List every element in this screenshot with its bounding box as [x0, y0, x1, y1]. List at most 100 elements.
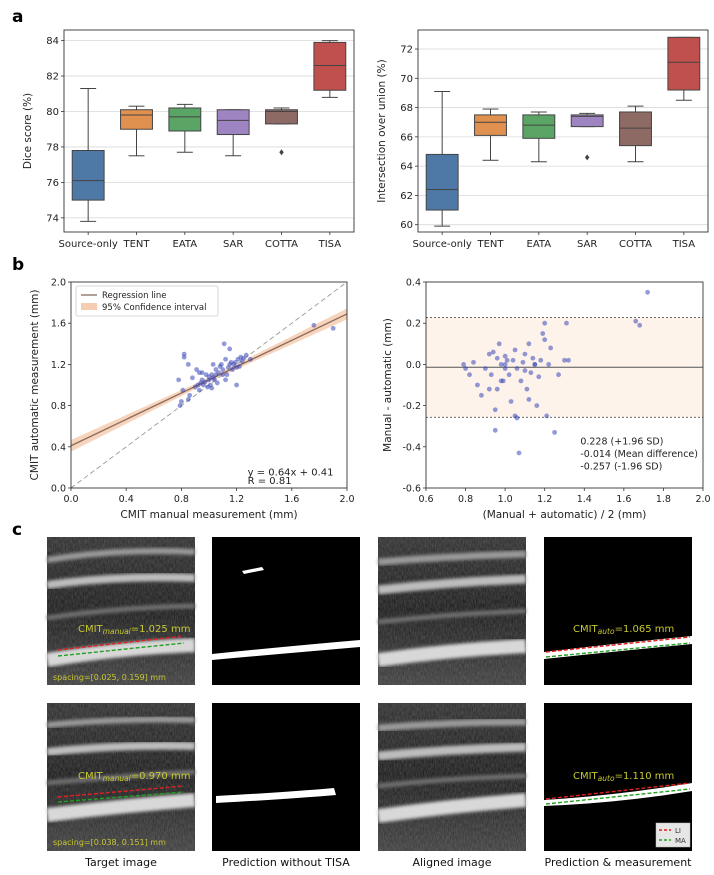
data-point	[488, 372, 494, 378]
data-point	[522, 351, 528, 357]
data-point	[179, 399, 184, 404]
x-tick-label: 2.0	[339, 494, 354, 505]
x-tick-label: 1.6	[284, 494, 299, 505]
cmit-auto-label-1: CMITauto=1.065 mm	[573, 624, 674, 636]
data-point	[202, 379, 208, 385]
box-cotta	[619, 111, 652, 147]
data-point	[532, 362, 538, 367]
x-tick-label: TISA	[318, 239, 342, 250]
y-axis-label: CMIT automatic measurement (mm)	[29, 290, 41, 481]
y-tick-label: 0.4	[51, 442, 66, 453]
data-point	[510, 357, 516, 363]
data-point	[637, 322, 643, 328]
data-point	[486, 351, 492, 357]
x-tick-label: COTTA	[265, 239, 298, 250]
caption-prediction-without-tisa: Prediction without TISA	[222, 856, 350, 869]
prediction-no-tisa-2	[212, 703, 360, 851]
data-point	[494, 386, 500, 392]
aligned-image-1	[377, 537, 527, 685]
plot-frame	[425, 281, 704, 489]
panel-letter-b: b	[12, 255, 24, 275]
data-point	[564, 320, 569, 326]
upper-limit-annotation: 0.228 (+1.96 SD)	[580, 437, 663, 448]
data-point	[522, 368, 528, 373]
li-legend-label: LI	[675, 827, 681, 835]
data-point	[187, 392, 193, 398]
y-axis-label: Intersection over union (%)	[376, 59, 388, 202]
data-point	[212, 377, 217, 383]
x-tick-label: 0.4	[119, 494, 134, 505]
data-point	[538, 357, 544, 363]
caption-target-image: Target image	[84, 856, 157, 869]
spacing-label-2: spacing=[0.038, 0.151] mm	[53, 838, 166, 847]
data-point	[536, 374, 542, 380]
y-tick-label: 76	[46, 178, 59, 189]
aligned-image-2	[377, 703, 527, 851]
x-tick-label: EATA	[173, 239, 198, 250]
x-tick-label: TENT	[476, 239, 504, 250]
x-tick-label: SAR	[577, 239, 597, 250]
y-axis-label: Manual - automatic (mm)	[382, 318, 394, 452]
data-point	[482, 366, 488, 371]
data-point	[214, 380, 220, 386]
data-point	[514, 366, 520, 371]
box-tisa	[313, 41, 347, 91]
x-tick-label: Source-only	[413, 239, 472, 250]
cmit-manual-label-1: CMITmanual=1.025 mm	[78, 624, 190, 636]
data-point	[213, 367, 219, 372]
data-point	[181, 351, 187, 357]
bland-altman-plot: 0.6 0.8 1.0 1.2 1.4 1.6 1.8 2.0 -0.6 -0.4 -0.2 0.0 0…	[382, 278, 711, 522]
data-point	[528, 370, 534, 376]
data-point	[475, 382, 480, 388]
target-image-1	[45, 537, 196, 685]
y-tick-label: 0.4	[406, 278, 421, 289]
x-tick-label: SAR	[223, 239, 243, 250]
data-point	[196, 370, 202, 376]
spacing-label-1: spacing=[0.025, 0.159] mm	[53, 673, 166, 682]
data-point	[504, 357, 510, 363]
panel-letter-c: c	[12, 520, 22, 540]
data-point	[512, 347, 518, 353]
x-tick-label: 1.2	[229, 494, 244, 505]
box-cotta	[265, 109, 298, 125]
data-point	[248, 356, 253, 362]
box-tent	[120, 109, 153, 130]
data-point	[524, 386, 530, 392]
data-point	[534, 403, 540, 408]
data-point	[508, 399, 514, 404]
box-tisa	[667, 36, 701, 91]
target-image-2	[46, 703, 196, 851]
data-point	[492, 427, 498, 433]
data-point	[552, 429, 558, 435]
data-point	[190, 375, 195, 381]
legend-regression-label: Regression line	[102, 291, 167, 301]
y-tick-label: 60	[400, 220, 413, 231]
y-tick-label: -0.2	[402, 401, 421, 412]
box-source-only	[425, 153, 459, 211]
legend: Regression line 95% Confidence interval	[75, 285, 219, 317]
data-point	[496, 341, 502, 347]
y-tick-label: 0.0	[406, 360, 421, 371]
data-point	[232, 359, 238, 365]
data-point	[540, 331, 546, 336]
y-tick-label: 74	[46, 213, 59, 224]
data-point	[518, 378, 524, 384]
data-point	[216, 370, 222, 376]
data-point	[467, 372, 472, 378]
data-point	[633, 318, 639, 324]
y-tick-label: 82	[46, 72, 59, 83]
lower-limit-annotation: -0.257 (-1.96 SD)	[580, 461, 662, 472]
x-tick-label: COTTA	[619, 239, 652, 250]
data-point	[209, 385, 215, 391]
box-tent	[474, 114, 507, 136]
data-point	[219, 362, 224, 367]
y-tick-label: 64	[400, 162, 413, 173]
flier-point	[584, 154, 590, 161]
y-tick-label: 1.6	[51, 319, 66, 330]
data-point	[210, 362, 216, 367]
cmit-manual-label-2: CMITmanual=0.970 mm	[78, 771, 190, 783]
regression-equation: y = 0.64x + 0.41	[248, 468, 334, 479]
y-tick-label: 2.0	[51, 278, 66, 289]
data-point	[241, 355, 246, 361]
box-sar	[570, 114, 604, 128]
